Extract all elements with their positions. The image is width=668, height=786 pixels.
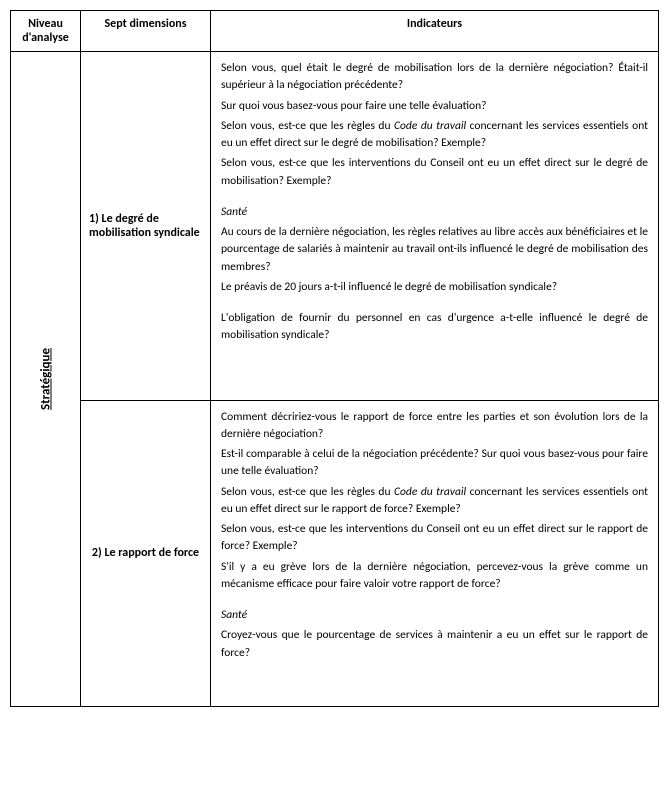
dimension-1: 1) Le degré de mobilisation syndicale bbox=[81, 52, 211, 401]
r2-p1: Comment décririez-vous le rapport de for… bbox=[221, 409, 648, 444]
niveau-cell: Stratégique bbox=[11, 52, 81, 707]
r2-p3: Selon vous, est-ce que les règles du Cod… bbox=[221, 484, 648, 519]
r1-sante: Santé bbox=[221, 204, 648, 221]
r2-p5: S'il y a eu grève lors de la dernière né… bbox=[221, 559, 648, 594]
r1-p2: Sur quoi vous basez-vous pour faire une … bbox=[221, 98, 648, 115]
row-mobilisation: Stratégique 1) Le degré de mobilisation … bbox=[11, 52, 659, 401]
r1-p7: L'obligation de fournir du personnel en … bbox=[221, 310, 648, 345]
analysis-table: Niveau d'analyse Sept dimensions Indicat… bbox=[10, 10, 659, 707]
r1-p3: Selon vous, est-ce que les règles du Cod… bbox=[221, 118, 648, 153]
r2-p4: Selon vous, est-ce que les interventions… bbox=[221, 521, 648, 556]
header-dimensions: Sept dimensions bbox=[81, 11, 211, 52]
r2-p6: Croyez-vous que le pourcentage de servic… bbox=[221, 627, 648, 662]
header-row: Niveau d'analyse Sept dimensions Indicat… bbox=[11, 11, 659, 52]
r1-p5: Au cours de la dernière négociation, les… bbox=[221, 224, 648, 276]
r1-p1: Selon vous, quel était le degré de mobil… bbox=[221, 60, 648, 95]
r2-sante: Santé bbox=[221, 607, 648, 624]
indicateurs-2: Comment décririez-vous le rapport de for… bbox=[211, 400, 659, 706]
dimension-2: 2) Le rapport de force bbox=[81, 400, 211, 706]
row-rapport-force: 2) Le rapport de force Comment décririez… bbox=[11, 400, 659, 706]
header-niveau: Niveau d'analyse bbox=[11, 11, 81, 52]
r1-p6: Le préavis de 20 jours a-t-il influencé … bbox=[221, 279, 648, 296]
niveau-label: Stratégique bbox=[38, 348, 53, 410]
r2-p2: Est-il comparable à celui de la négociat… bbox=[221, 446, 648, 481]
r1-p4: Selon vous, est-ce que les interventions… bbox=[221, 155, 648, 190]
indicateurs-1: Selon vous, quel était le degré de mobil… bbox=[211, 52, 659, 401]
header-indicateurs: Indicateurs bbox=[211, 11, 659, 52]
